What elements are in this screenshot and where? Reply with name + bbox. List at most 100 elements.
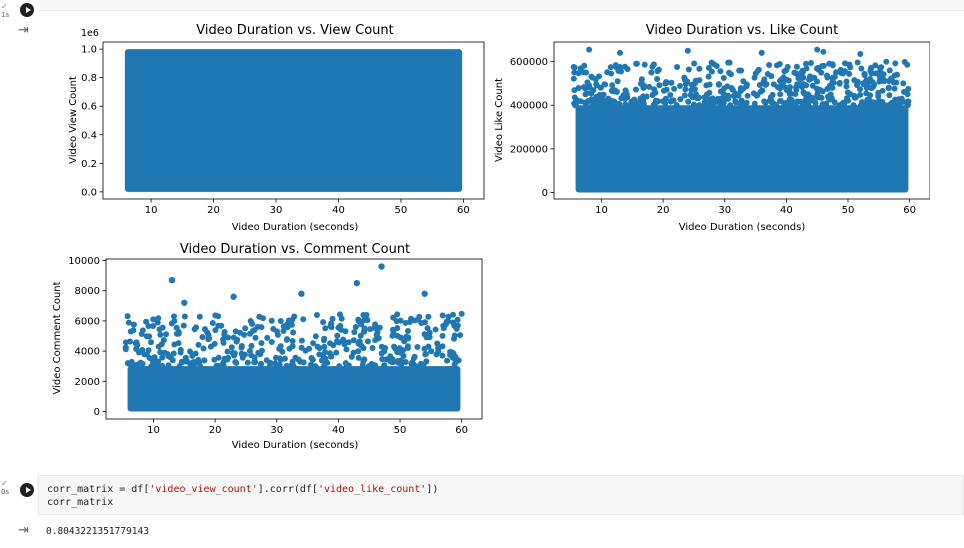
y-tick-label: 0.2 <box>81 159 97 170</box>
scatter-point <box>857 86 864 93</box>
scatter-point <box>651 86 658 93</box>
run-cell-button[interactable] <box>20 3 34 17</box>
scatter-point <box>633 60 640 67</box>
x-tick-label: 40 <box>332 205 345 216</box>
scatter-point <box>875 93 882 100</box>
scatter-point <box>435 348 442 355</box>
scatter-point <box>779 80 786 87</box>
scatter-point <box>646 83 653 90</box>
scatter-point <box>818 94 825 101</box>
scatter-point <box>145 347 152 354</box>
scatter-point <box>177 349 184 356</box>
scatter-point <box>588 90 595 97</box>
scatter-point <box>233 338 240 345</box>
scatter-point <box>577 98 584 105</box>
scatter-point <box>901 59 908 66</box>
scatter-point <box>350 349 357 356</box>
y-axis-label: Video View Count <box>68 76 79 164</box>
scatter-point <box>352 324 359 331</box>
scatter-point <box>613 88 620 95</box>
scatter-point <box>364 317 371 324</box>
scatter-point <box>135 349 142 356</box>
scatter-point <box>148 339 155 346</box>
scatter-point <box>571 87 578 94</box>
output-toggle-icon[interactable]: ⇥ <box>18 23 29 38</box>
chart-title: Video Duration vs. Comment Count <box>180 242 410 257</box>
scatter-point <box>146 354 153 361</box>
scatter-point <box>444 357 451 364</box>
scatter-point <box>410 362 417 369</box>
scatter-point <box>616 100 623 107</box>
scatter-point <box>139 327 146 334</box>
scatter-point <box>300 359 307 366</box>
scatter-point <box>212 312 219 319</box>
scatter-point <box>228 344 235 351</box>
scatter-point <box>178 358 185 365</box>
scatter-point <box>785 77 792 84</box>
scatter-point <box>192 350 199 357</box>
y-tick-label: 400000 <box>510 101 548 112</box>
scatter-point <box>632 86 639 93</box>
scatter-point <box>851 77 858 84</box>
scatter-point <box>150 323 157 330</box>
scatter-point <box>246 347 253 354</box>
scatter-point <box>350 337 357 344</box>
scatter-point <box>310 340 317 347</box>
scatter-point <box>326 350 333 357</box>
run-cell-button[interactable] <box>20 483 34 497</box>
scatter-point <box>307 361 314 368</box>
x-axis-label: Video Duration (seconds) <box>232 440 359 451</box>
scatter-point <box>764 70 771 77</box>
y-tick-label: 0.8 <box>81 73 97 84</box>
scatter-point <box>338 315 345 322</box>
scatter-point <box>258 360 265 367</box>
y-tick-label: 0.4 <box>81 130 97 141</box>
scatter-point <box>157 331 164 338</box>
scatter-point <box>267 359 274 366</box>
scatter-point <box>844 89 851 96</box>
scatter-point <box>425 313 432 320</box>
y-tick-label: 0 <box>542 188 548 199</box>
scatter-point <box>428 348 435 355</box>
scatter-point <box>165 362 172 369</box>
scatter-point <box>356 338 363 345</box>
scatter-point <box>298 344 305 351</box>
scatter-point <box>732 98 739 105</box>
scatter-point <box>342 328 349 335</box>
scatter-point <box>744 92 751 99</box>
scatter-point <box>150 316 157 323</box>
scatter-point <box>284 336 291 343</box>
chart-title: Video Duration vs. View Count <box>196 23 393 38</box>
scatter-point <box>257 351 264 358</box>
scatter-point <box>768 99 775 106</box>
scatter-point <box>727 102 734 109</box>
scatter-point <box>826 95 833 102</box>
scatter-point <box>357 332 364 339</box>
chart-comment-count: Video Duration vs. Comment Count 10 20 30 4… <box>52 242 483 451</box>
scatter-point <box>145 323 152 330</box>
scatter-point <box>320 337 327 344</box>
scatter-point <box>195 356 202 363</box>
scatter-point <box>786 87 793 94</box>
scatter-point <box>854 59 861 66</box>
code-editor[interactable]: corr_matrix = df['video_view_count'].cor… <box>38 475 964 515</box>
scatter-points <box>122 263 465 412</box>
x-tick-label: 40 <box>332 425 345 436</box>
scatter-point <box>191 326 198 333</box>
scatter-point <box>398 357 405 364</box>
scatter-point <box>797 82 804 89</box>
x-tick-label: 20 <box>657 205 670 216</box>
scatter-point <box>355 348 362 355</box>
scatter-points <box>124 49 463 192</box>
axis-offset-label: 1e6 <box>81 28 99 39</box>
scatter-point <box>375 335 382 342</box>
scatter-point <box>705 73 712 80</box>
scatter-point <box>306 345 313 352</box>
y-tick-label: 600000 <box>510 57 548 68</box>
scatter-point <box>286 345 293 352</box>
scatter-point <box>622 87 629 94</box>
plot-frame <box>105 258 483 420</box>
output-toggle-icon[interactable]: ⇥ <box>18 523 29 538</box>
scatter-point <box>248 342 255 349</box>
scatter-point <box>360 345 367 352</box>
